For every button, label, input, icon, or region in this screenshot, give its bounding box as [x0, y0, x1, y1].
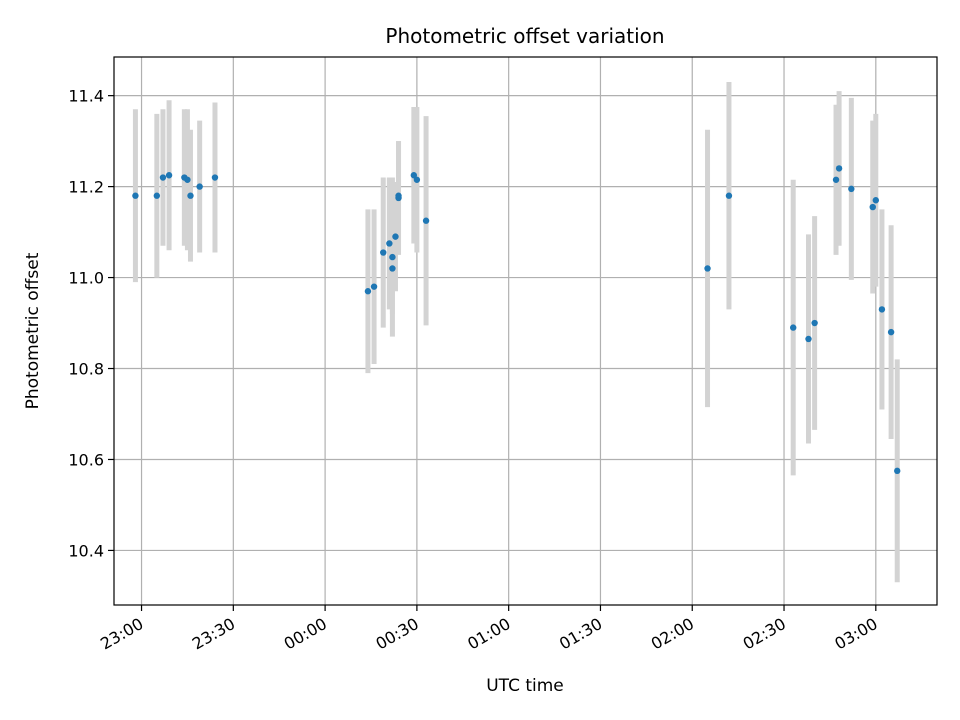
data-point [196, 183, 203, 190]
data-point [894, 467, 901, 475]
data-point [805, 335, 812, 343]
data-point [187, 192, 194, 199]
y-tick-label: 10.6 [68, 450, 104, 469]
data-point [364, 288, 372, 295]
y-tick-label: 11.2 [68, 178, 104, 197]
data-point [811, 319, 818, 327]
data-point [704, 265, 711, 272]
plot-area [114, 57, 937, 605]
data-point [872, 197, 880, 204]
data-point [165, 172, 173, 179]
data-point [370, 283, 378, 290]
y-tick-label: 10.4 [68, 541, 104, 560]
x-axis-label: UTC time [486, 676, 564, 696]
data-point [832, 176, 840, 183]
data-point [392, 233, 399, 240]
data-point [211, 174, 219, 181]
data-point [790, 324, 797, 331]
data-point [410, 172, 418, 179]
y-tick-label: 11.0 [68, 269, 104, 288]
data-point [380, 249, 387, 256]
chart-title: Photometric offset variation [385, 24, 664, 48]
data-point [184, 176, 191, 183]
plot-frame [113, 56, 938, 606]
y-tick-label: 11.4 [68, 87, 104, 106]
data-point [132, 192, 139, 199]
data-point [386, 240, 393, 247]
data-point [887, 328, 895, 336]
data-point [413, 176, 421, 183]
data-point [848, 185, 855, 193]
data-point [835, 165, 843, 172]
data-point [389, 253, 396, 261]
data-point [869, 203, 876, 211]
data-point [725, 192, 733, 199]
data-point [422, 217, 430, 224]
data-points [132, 165, 901, 475]
data-point [878, 306, 886, 313]
y-tick-label: 10.8 [68, 360, 104, 379]
grid-lines [114, 57, 937, 605]
y-axis-ticks: 10.4 10.6 10.8 11.0 11.2 11.4 [68, 87, 114, 560]
y-axis-label: Photometric offset [23, 252, 43, 409]
data-point [153, 192, 161, 199]
data-point [389, 265, 396, 272]
data-point [159, 174, 167, 181]
data-point [395, 192, 402, 199]
